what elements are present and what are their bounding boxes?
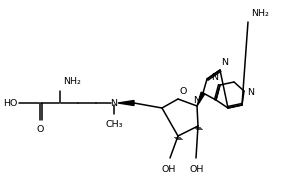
Text: N: N xyxy=(221,58,228,67)
Text: HO: HO xyxy=(3,99,18,108)
Text: N: N xyxy=(111,99,118,108)
Text: N: N xyxy=(247,88,254,96)
Text: OH: OH xyxy=(190,165,204,174)
Text: N: N xyxy=(211,73,218,82)
Text: NH₂: NH₂ xyxy=(251,9,269,18)
Text: CH₃: CH₃ xyxy=(105,120,123,129)
Text: OH: OH xyxy=(162,165,176,174)
Text: O: O xyxy=(180,87,187,96)
Polygon shape xyxy=(197,92,205,106)
Text: N: N xyxy=(193,96,200,105)
Text: O: O xyxy=(36,125,44,134)
Polygon shape xyxy=(118,100,134,105)
Text: NH₂: NH₂ xyxy=(63,77,81,86)
